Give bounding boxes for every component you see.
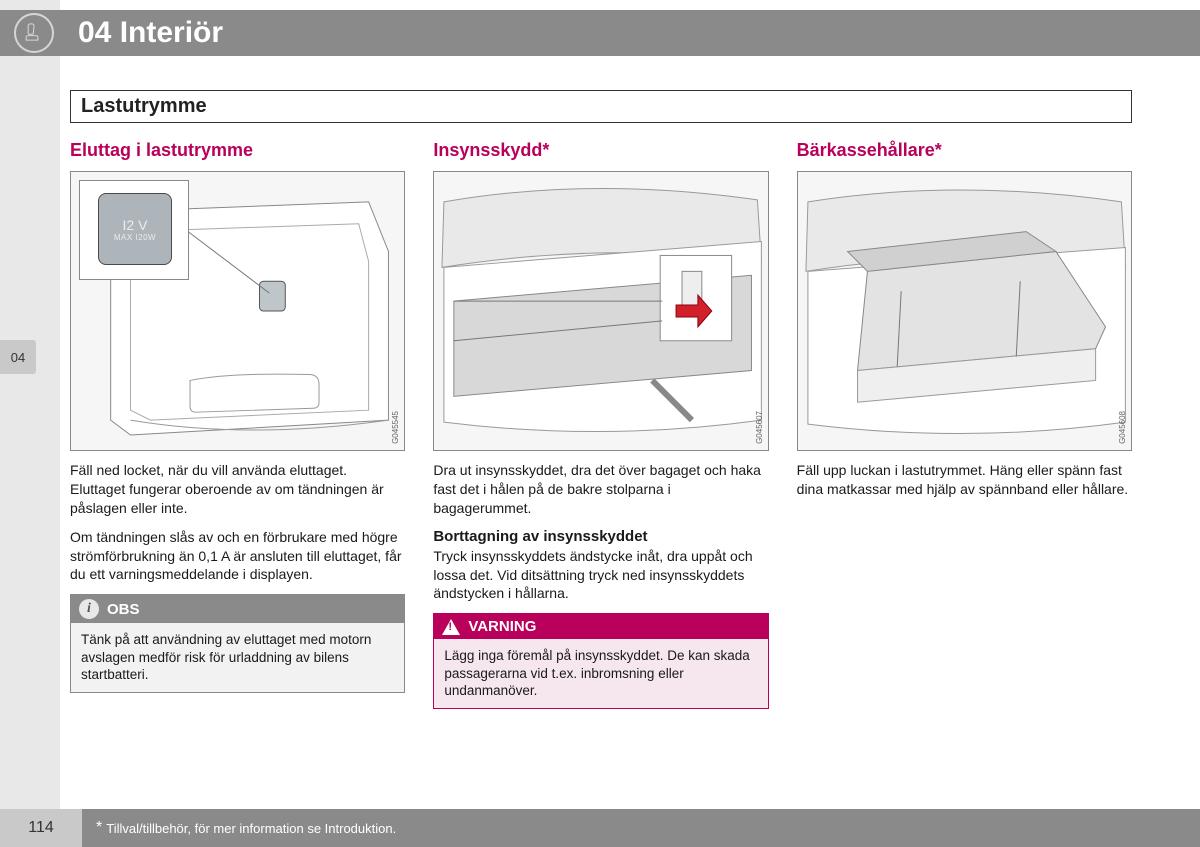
- col2-figure: G045607: [433, 171, 768, 451]
- warning-label: VARNING: [468, 618, 536, 635]
- side-tab-label: 04: [11, 350, 25, 365]
- footnote-star: *: [96, 819, 102, 837]
- col2-para-1: Dra ut insynsskyddet, dra det över bagag…: [433, 461, 768, 518]
- col3-figure-ref: G045608: [1118, 411, 1127, 444]
- socket-inset: I2 V MAX I20W: [79, 180, 189, 280]
- socket-face: I2 V MAX I20W: [98, 193, 172, 265]
- col1-figure: I2 V MAX I20W G045545: [70, 171, 405, 451]
- col3-para-1: Fäll upp luckan i lastutrymmet. Häng ell…: [797, 461, 1132, 499]
- footer-bar: 114 * Tillval/tillbehör, för mer informa…: [0, 809, 1200, 847]
- col2-para-2: Tryck insynsskyddets ändstycke inåt, dra…: [433, 547, 768, 604]
- note-header: i OBS: [71, 595, 404, 623]
- seat-icon: [14, 13, 54, 53]
- col1-para-2: Om tändningen slås av och en förbrukare …: [70, 528, 405, 585]
- side-chapter-tab: 04: [0, 340, 36, 374]
- section-title: Lastutrymme: [81, 95, 1121, 118]
- chapter-title: 04 Interiör: [78, 16, 223, 50]
- note-box: i OBS Tänk på att användning av eluttage…: [70, 594, 405, 693]
- chapter-header: 04 Interiör: [0, 10, 1200, 56]
- section-title-box: Lastutrymme: [70, 90, 1132, 123]
- warning-triangle-icon: [442, 619, 460, 635]
- page-number: 114: [0, 809, 82, 847]
- col2-subheading: Borttagning av insynsskyddet: [433, 528, 768, 545]
- col1-heading: Eluttag i lastutrymme: [70, 140, 405, 161]
- col2-figure-ref: G045607: [755, 411, 764, 444]
- warning-body: Lägg inga föremål på insynsskyddet. De k…: [434, 639, 767, 708]
- column-3: Bärkassehållare* G045608 Fäll upp luckan…: [797, 140, 1132, 709]
- col3-heading: Bärkassehållare*: [797, 140, 1132, 161]
- warning-header: VARNING: [434, 614, 767, 639]
- col1-para-1: Fäll ned locket, när du vill använda elu…: [70, 461, 405, 518]
- note-body: Tänk på att användning av eluttaget med …: [71, 623, 404, 692]
- note-label: OBS: [107, 601, 140, 618]
- footnote-text: Tillval/tillbehör, för mer information s…: [106, 821, 396, 836]
- socket-label-2: MAX I20W: [114, 233, 156, 242]
- info-icon: i: [79, 599, 99, 619]
- column-1: Eluttag i lastutrymme I2 V MAX I20W G045…: [70, 140, 405, 709]
- col3-figure: G045608: [797, 171, 1132, 451]
- col1-figure-ref: G045545: [391, 411, 400, 444]
- socket-label-1: I2 V: [123, 217, 148, 233]
- col2-heading: Insynsskydd*: [433, 140, 768, 161]
- column-2: Insynsskydd* G045607 Dra ut insynsskydde…: [433, 140, 768, 709]
- warning-box: VARNING Lägg inga föremål på insynsskydd…: [433, 613, 768, 709]
- content-columns: Eluttag i lastutrymme I2 V MAX I20W G045…: [70, 140, 1132, 709]
